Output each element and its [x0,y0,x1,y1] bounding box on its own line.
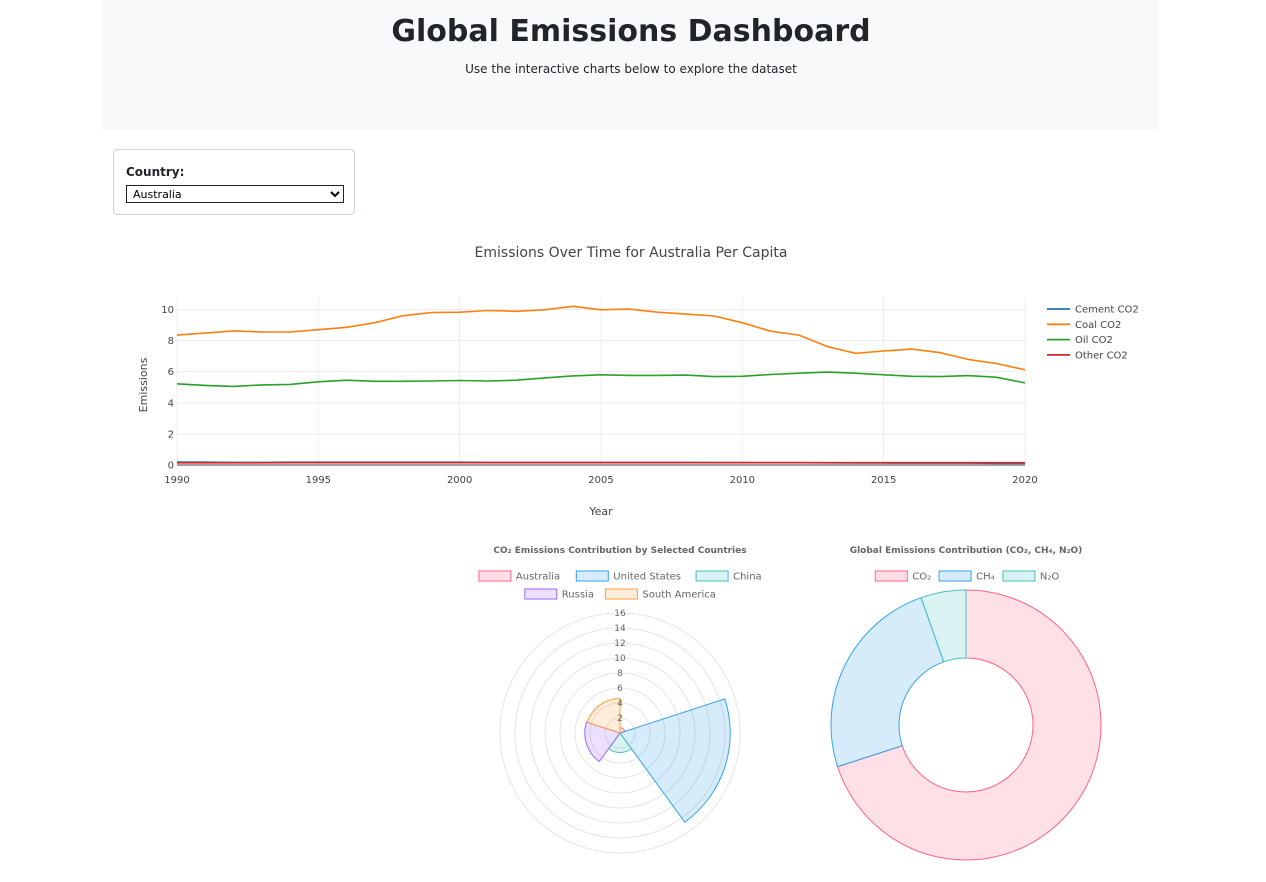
polar-legend-item[interactable]: Russia [524,588,594,601]
polar-segment-russia[interactable] [584,721,621,763]
series-line-oil-co2[interactable] [176,371,1026,388]
legend-label: United States [613,572,681,583]
legend-label: CO₂ [912,572,931,583]
radial-tick-label: 8 [617,669,623,679]
legend-label: Other CO2 [1075,350,1128,361]
polar-segment-australia[interactable] [619,727,626,734]
radial-tick-label: 2 [617,714,623,724]
legend-swatch [575,570,609,582]
doughnut-legend-item[interactable]: CH₄ [938,570,995,583]
legend-item[interactable]: Oil CO2 [1047,335,1113,346]
legend-item[interactable]: Other CO2 [1047,350,1128,361]
legend-label: CH₄ [976,572,995,583]
legend-swatch [874,570,908,582]
legend-label: South America [642,590,716,601]
y-tick-label: 8 [168,336,174,347]
legend-label: N₂O [1040,572,1059,583]
radial-gridline [574,687,666,779]
page-title: Global Emissions Dashboard [391,14,871,49]
line-chart-title: Emissions Over Time for Australia Per Ca… [475,245,788,261]
y-axis-label: Emissions [137,357,150,412]
y-tick-label: 2 [168,429,174,440]
legend-label: Russia [562,590,594,601]
radial-gridline [544,657,696,809]
legend-swatch [695,570,729,582]
doughnut-segment-0[interactable] [836,589,1102,861]
doughnut-segment-2[interactable] [920,589,967,663]
radial-gridline [514,627,726,839]
legend-label: Australia [516,572,560,583]
y-tick-label: 6 [168,367,174,378]
polar-legend-item[interactable]: United States [575,570,681,583]
y-tick-label: 4 [168,398,174,409]
legend-item[interactable]: Cement CO2 [1047,305,1139,316]
x-tick-label: 2020 [1012,475,1037,486]
radial-tick-label: 6 [617,684,623,694]
radial-gridline [559,672,681,794]
legend-label: Oil CO2 [1075,335,1113,346]
radial-gridline [589,702,651,764]
dashboard-header: Global Emissions Dashboard Use the inter… [103,0,1159,130]
radial-gridline [529,642,711,824]
legend-label: Coal CO2 [1075,320,1121,331]
radial-tick-label: 12 [614,639,625,649]
polar-chart-title: CO₂ Emissions Contribution by Selected C… [493,546,746,556]
radial-tick-label: 16 [614,609,626,619]
legend-swatch [524,588,558,600]
x-tick-label: 2015 [871,475,896,486]
y-tick-label: 0 [168,461,174,472]
y-tick-label: 10 [161,305,174,316]
polar-segment-united-states[interactable] [619,698,731,823]
country-selector-card: Country: Australia [113,149,355,215]
radial-tick-label: 10 [614,654,626,664]
radial-gridline [499,612,741,854]
radial-tick-label: 14 [614,624,626,634]
polar-segment-china[interactable] [607,732,633,753]
x-tick-label: 2010 [730,475,755,486]
legend-label: China [733,572,762,583]
legend-label: Cement CO2 [1075,305,1139,316]
polar-segment-south-america[interactable] [586,697,621,734]
legend-item[interactable]: Coal CO2 [1047,320,1121,331]
x-tick-label: 1995 [306,475,331,486]
legend-swatch [938,570,972,582]
radial-gridline [604,717,636,749]
legend-swatch [478,570,512,582]
country-label: Country: [126,165,185,179]
series-line-coal-co2[interactable] [176,305,1026,371]
doughnut-chart-title: Global Emissions Contribution (CO₂, CH₄,… [850,546,1083,556]
page-subtitle: Use the interactive charts below to expl… [465,62,797,76]
country-select[interactable]: Australia [126,185,344,203]
polar-legend-item[interactable]: South America [604,588,716,601]
legend-swatch [604,588,638,600]
doughnut-legend-item[interactable]: N₂O [1002,570,1059,583]
polar-legend-item[interactable]: Australia [478,570,560,583]
polar-legend-item[interactable]: China [695,570,762,583]
x-tick-label: 2005 [588,475,613,486]
emissions-line-chart[interactable]: Emissions Over Time for Australia Per Ca… [0,0,1266,530]
radial-tick-label: 4 [617,699,623,709]
legend-swatch [1002,570,1036,582]
x-axis-label: Year [588,505,613,518]
doughnut-legend-item[interactable]: CO₂ [874,570,931,583]
doughnut-segment-1[interactable] [830,597,945,768]
x-tick-label: 2000 [447,475,472,486]
x-tick-label: 1990 [164,475,189,486]
